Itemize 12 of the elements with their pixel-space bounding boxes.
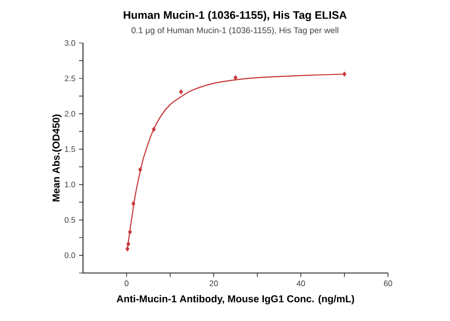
point (131, 201, 136, 206)
chart-title: Human Mucin-1 (1036-1155), His Tag ELISA (124, 10, 347, 22)
x-axis-title: Anti-Mucin-1 Antibody, Mouse IgG1 Conc. (ng/mL) (116, 295, 354, 304)
chart-subtitle: 0.1 μg of Human Mucin-1 (1036-1155), His Tag per well (132, 27, 338, 35)
point (234, 75, 238, 80)
y-axis-title: Mean Abs.(OD450) (52, 114, 62, 202)
point (125, 246, 130, 252)
point (179, 89, 184, 94)
point (138, 167, 142, 172)
point (342, 72, 346, 77)
point (126, 241, 130, 247)
point (152, 126, 156, 132)
